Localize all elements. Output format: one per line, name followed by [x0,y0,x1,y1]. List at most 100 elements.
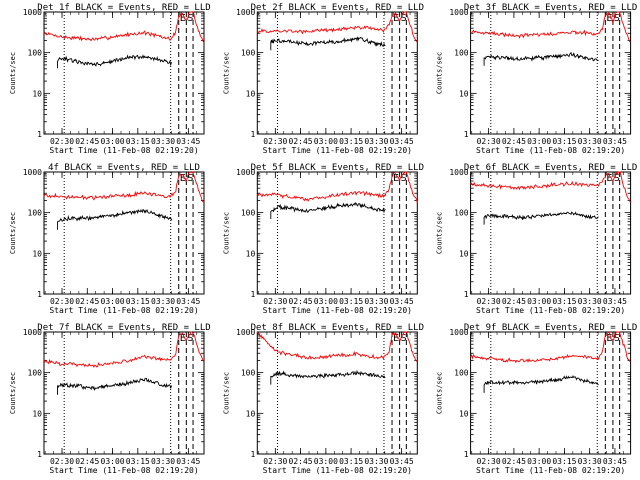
y-tick-label: 10 [246,249,256,258]
y-tick-label: 1 [464,290,469,299]
x-tick-label: 02:30 [50,457,74,466]
marker-label-s: S [401,333,407,344]
x-tick-label: 02:45 [289,137,313,146]
marker-label-s: S [614,333,620,344]
y-axis-label: Counts/sec [9,212,17,254]
y-tick-label: 1 [464,130,469,139]
marker-label-e: E [393,333,399,344]
x-tick-label: 03:00 [527,457,551,466]
x-tick-label: 03:30 [364,297,388,306]
x-tick-label: 03:45 [176,297,200,306]
panel-title: Det 6f BLACK = Events, RED = LLD [464,163,637,173]
x-tick-label: 03:30 [578,297,602,306]
panel-title: Det 1f BLACK = Events, RED = LLD [37,3,210,13]
y-axis-label: Counts/sec [9,372,17,414]
x-tick-label: 03:15 [552,457,576,466]
y-tick-label: 100 [241,369,256,378]
x-tick-label: 02:30 [50,297,74,306]
y-tick-label: 100 [28,369,43,378]
series-lld-line [43,11,205,43]
y-tick-label: 100 [28,49,43,58]
y-tick-label: 10 [32,409,42,418]
y-tick-label: 1 [37,130,42,139]
series-events-line [270,369,386,385]
x-tick-label: 03:45 [603,457,627,466]
y-tick-label: 100 [454,369,469,378]
panel-det-2f: Det 2f BLACK = Events, RED = LLD 1 10 100 10… [222,3,424,155]
marker-label-e: E [393,13,399,24]
y-tick-label: 10 [459,409,469,418]
series-events-line [483,374,599,393]
x-tick-label: 03:45 [176,137,200,146]
x-tick-label: 02:45 [289,457,313,466]
panel-title: Det 7f BLACK = Events, RED = LLD [37,323,210,333]
plot-frame [470,331,632,455]
x-tick-label: 03:00 [314,297,338,306]
x-tick-label: 03:30 [578,457,602,466]
series-lld-line [43,171,205,203]
y-tick-label: 100 [454,209,469,218]
x-tick-label: 03:45 [176,457,200,466]
series-lld-line [43,331,205,368]
y-tick-label: 100 [454,49,469,58]
x-tick-label: 03:15 [339,137,363,146]
y-tick-label: 1 [250,290,255,299]
x-axis-label: Start Time (11-Feb-08 02:19:20) [476,466,625,475]
x-tick-label: 02:45 [502,457,526,466]
x-tick-label: 03:15 [126,457,150,466]
x-axis-label: Start Time (11-Feb-08 02:19:20) [49,146,198,155]
x-tick-label: 02:45 [502,297,526,306]
series-events-line [57,54,173,69]
x-tick-label: 03:30 [151,297,175,306]
plot-frame [43,11,205,135]
x-tick-label: 03:00 [527,297,551,306]
y-tick-label: 1 [250,450,255,459]
x-tick-label: 03:45 [603,297,627,306]
y-tick-label: 1000 [449,168,468,177]
x-tick-label: 03:15 [552,297,576,306]
series-events-line [483,52,599,66]
y-tick-label: 1000 [236,328,255,337]
panel-title: Det 5f BLACK = Events, RED = LLD [251,163,424,173]
x-tick-label: 03:15 [126,137,150,146]
y-tick-label: 10 [459,89,469,98]
plot-frame [470,11,632,135]
plot-frame [256,331,418,455]
x-tick-label: 03:30 [151,137,175,146]
series-lld-line [470,11,631,43]
panel-title: Det 2f BLACK = Events, RED = LLD [251,3,424,13]
x-axis-label: Start Time (11-Feb-08 02:19:20) [263,306,412,315]
panel-det-3f: Det 3f BLACK = Events, RED = LLD 1 10 100 10… [436,3,638,155]
marker-label-s: S [401,173,407,184]
x-tick-label: 02:30 [263,297,287,306]
x-axis-label: Start Time (11-Feb-08 02:19:20) [476,306,625,315]
marker-label-e: E [180,173,186,184]
marker-label-e: E [393,173,399,184]
series-events-line [270,202,386,219]
y-tick-label: 1000 [23,168,42,177]
x-tick-label: 03:00 [314,137,338,146]
marker-label-s: S [187,13,193,24]
x-tick-label: 03:30 [364,137,388,146]
x-tick-label: 03:00 [527,137,551,146]
x-tick-label: 02:45 [289,297,313,306]
y-tick-label: 10 [459,249,469,258]
panel-title: Det 3f BLACK = Events, RED = LLD [464,3,637,13]
series-events-line [270,36,386,51]
panel-title: Det 9f BLACK = Events, RED = LLD [464,323,637,333]
x-tick-label: 02:45 [75,137,99,146]
marker-label-e: E [606,173,612,184]
x-tick-label: 03:00 [101,457,125,466]
marker-label-e: E [180,13,186,24]
y-axis-label: Counts/sec [222,52,230,94]
series-events-line [483,211,599,225]
panel-title: Det 8f BLACK = Events, RED = LLD [251,323,424,333]
marker-label-s: S [401,13,407,24]
panel-det-5f: Det 5f BLACK = Events, RED = LLD 1 10 100 10… [222,163,424,315]
marker-label-s: S [614,173,620,184]
x-tick-label: 03:45 [390,297,414,306]
panel-title: 4f BLACK = Events, RED = LLD [48,163,200,173]
y-tick-label: 100 [241,49,256,58]
y-tick-label: 1 [37,450,42,459]
panel-det-1f: Det 1f BLACK = Events, RED = LLD 1 10 100 10… [9,3,211,155]
